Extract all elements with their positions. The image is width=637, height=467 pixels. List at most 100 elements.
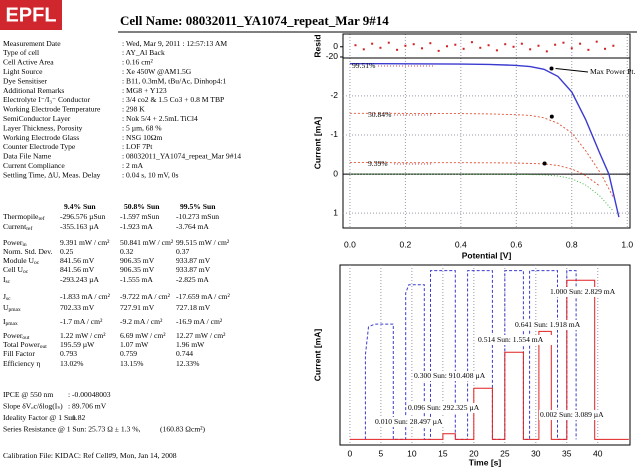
note-label: Series Resistance @ 1 Sun: 25.73 Ω ± 1.3…	[3, 424, 141, 433]
plot-frame	[339, 264, 631, 446]
x-tick-label: 1.0	[621, 239, 633, 249]
annotation-bg	[374, 417, 452, 427]
resid-point	[612, 44, 615, 47]
x-tick-label: 0.6	[510, 239, 522, 249]
cell: 933.87 mV	[176, 256, 211, 265]
cell: 1.96 mW	[176, 340, 205, 349]
resid-point	[412, 43, 415, 46]
row-label: Thermopileref	[3, 212, 45, 223]
row-label: Norm. Std. Dev.	[3, 247, 53, 256]
info-value: : Xe 450W @AM1.5G	[122, 67, 192, 76]
resid-point	[595, 40, 598, 43]
annotation: 0.010 Sun: 28.497 µA	[375, 417, 443, 426]
x-tick-label: 5	[379, 448, 384, 458]
annotation: 0.641 Sun: 1.918 mA	[515, 320, 581, 329]
cell: -1.923 mA	[120, 222, 153, 231]
info-label: Additional Remarks	[3, 86, 64, 95]
resid-point	[437, 49, 440, 52]
x-tick-label: 40	[593, 448, 603, 458]
x-axis-label: Potential [V]	[462, 250, 512, 260]
cell: -1.833 mA / cm²	[60, 292, 111, 301]
info-value: : B11, 0.3mM, tBu/Ac, Dinhop4:1	[122, 76, 227, 85]
x-tick-label: 30	[531, 448, 541, 458]
resid-point	[362, 48, 365, 51]
cell: 0.32	[120, 247, 133, 256]
annotation: 0.300 Sun: 910.408 µA	[414, 371, 486, 380]
row-label-text: J	[3, 292, 6, 301]
row-label: Powerout	[3, 331, 30, 342]
row-label: Cell Uoc	[3, 265, 29, 276]
column-header: 99.5% Sun	[180, 202, 216, 211]
annotation: 0.514 Sun: 1.554 mA	[478, 335, 544, 344]
row-label-text: U	[3, 303, 9, 312]
row-label-sub: ref	[38, 215, 44, 222]
y-tick-label: -2	[330, 90, 338, 100]
resid-point	[454, 43, 457, 46]
row-label-sub: sc	[6, 279, 11, 285]
resid-point	[354, 44, 357, 47]
cell: -9.722 mA / cm²	[120, 292, 171, 301]
row-label-text: Power	[3, 238, 23, 247]
annotation-bg	[477, 335, 555, 345]
x-tick-label: 20	[469, 448, 479, 458]
resid-tick-label: -20	[326, 51, 339, 61]
info-label: Current Compliance	[3, 161, 65, 170]
cell: -10.273 mSun	[176, 212, 219, 221]
row-label-text: Power	[3, 331, 23, 340]
resid-point	[579, 42, 582, 45]
info-label: Light Source	[3, 67, 43, 76]
logo: EPFL	[5, 4, 56, 26]
cell: 12.27 mW / cm²	[176, 331, 226, 340]
info-value: : 08032011_YA1074_repeat_Mar 9#14	[122, 152, 241, 161]
x-tick-label: 35	[562, 448, 572, 458]
y-axis-label: Current [mA]	[312, 329, 322, 382]
y-tick-label: -1	[330, 129, 338, 139]
cell: 1.07 mW	[120, 340, 149, 349]
info-value: : 5 µm, 68 %	[122, 123, 162, 132]
row-label-text: Fill Factor	[3, 349, 35, 358]
cell: 906.35 mV	[120, 265, 155, 274]
title: Cell Name: 08032011_YA1074_repeat_Mar 9#…	[120, 13, 389, 28]
cell: 841.56 mV	[60, 256, 95, 265]
resid-tick-label: 0	[333, 41, 338, 51]
resid-point	[562, 41, 565, 44]
cell: -9.2 mA / cm²	[120, 317, 163, 326]
row-label-text: Total Power	[3, 340, 40, 349]
info-label: Working Electrode Glass	[3, 133, 79, 142]
column-header: 9.4% Sun	[64, 202, 96, 211]
cell: -3.764 mA	[176, 222, 209, 231]
info-label: Data File Name	[3, 152, 52, 161]
note-label: IPCE @ 550 nm	[3, 390, 53, 399]
cell: 0.25	[60, 247, 73, 256]
info-value: : Wed, Mar 9, 2011 : 12:57:13 AM	[122, 39, 227, 48]
note-label: Slope δVₒc/δlog(Iₛ)	[3, 401, 63, 410]
resid-point	[387, 41, 390, 44]
cell: -293.243 µA	[60, 275, 99, 284]
info-value: : 3/4 co2 & 1.5 Co3 + 0.8 M TBP	[122, 95, 224, 104]
row-label: Total Powerout	[3, 340, 47, 351]
cell: 12.33%	[176, 359, 200, 368]
cell: 195.59 µW	[60, 340, 95, 349]
row-label-text: I	[3, 317, 6, 326]
resid-point	[470, 41, 473, 44]
series-line	[349, 162, 600, 187]
info-value: : NSG 10Ωm	[122, 133, 162, 142]
cell: 6.69 mW / cm²	[120, 331, 166, 340]
info-label: Electrolyte I⁻/I₃⁻ Conductor	[3, 95, 90, 104]
row-label-sub: ref	[26, 225, 32, 232]
row-label: Fill Factor	[3, 349, 35, 358]
resid-point	[512, 45, 515, 48]
info-value: : MG8 + Y123	[122, 86, 167, 95]
y-axis-label: Current [mA]	[312, 117, 322, 170]
resid-point	[396, 48, 399, 51]
note-value: : 1.82	[68, 413, 86, 422]
info-value: : 2 mA	[122, 161, 144, 170]
resid-point	[371, 42, 374, 45]
resid-point	[529, 48, 532, 51]
resid-point	[404, 44, 407, 47]
cell: 841.56 mV	[60, 265, 95, 274]
row-label: Upmax	[3, 303, 21, 314]
annotation: 0.002 Sun: 3.089 µA	[540, 410, 604, 419]
cell: 0.744	[176, 349, 193, 358]
